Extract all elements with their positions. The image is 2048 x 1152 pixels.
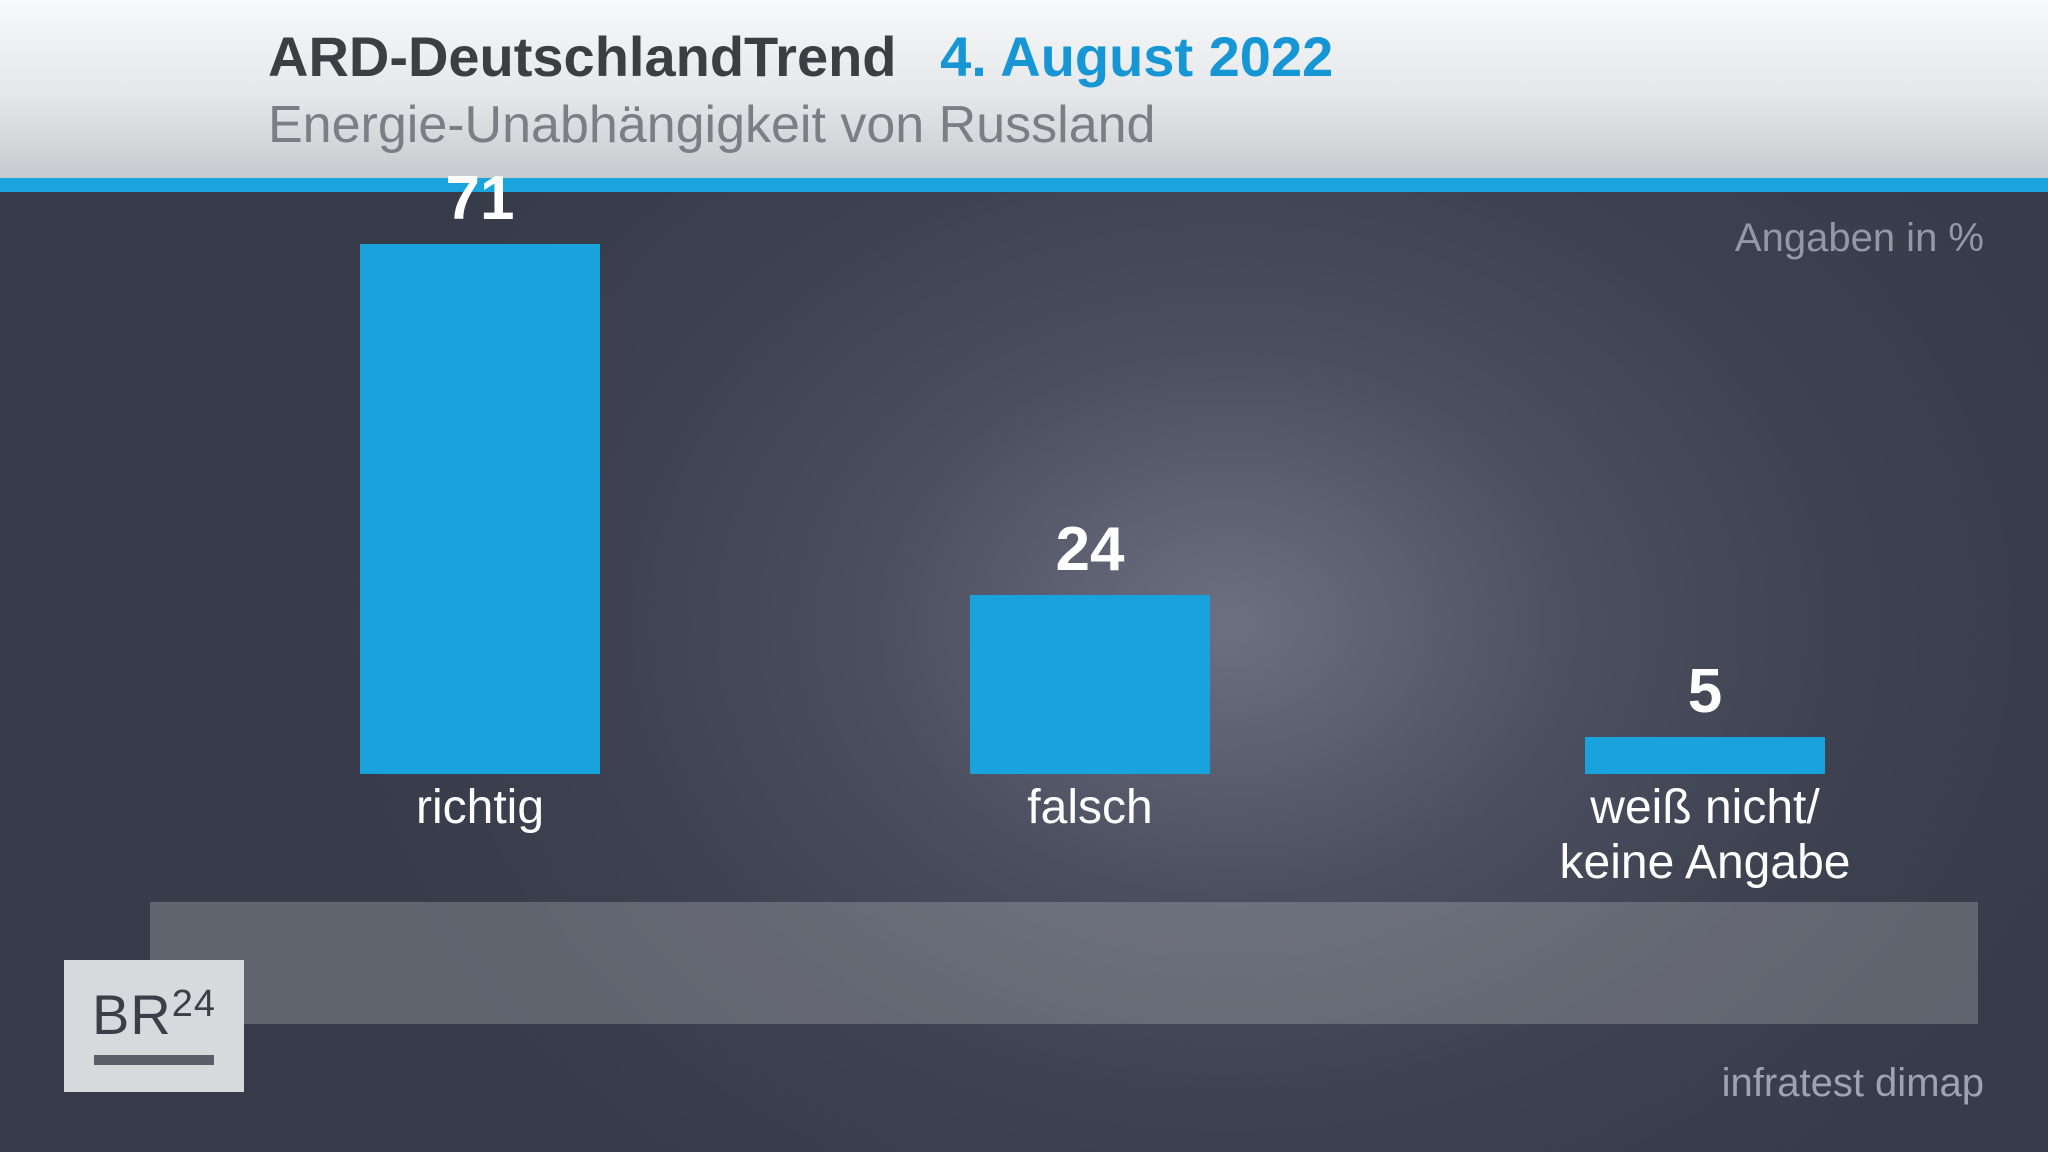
bar-label: falsch xyxy=(880,780,1300,835)
bar-value: 5 xyxy=(1585,656,1825,727)
survey-title: ARD-DeutschlandTrend xyxy=(268,25,897,88)
unit-label: Angaben in % xyxy=(1735,216,1984,261)
header-line-1: ARD-DeutschlandTrend 4. August 2022 xyxy=(268,24,2048,89)
logo-text: BR24 xyxy=(92,987,216,1043)
logo-underline xyxy=(94,1055,214,1065)
bar-group: 71richtig24falsch5weiß nicht/keine Angab… xyxy=(150,292,1978,1024)
accent-strip xyxy=(0,178,2048,192)
bar-value: 71 xyxy=(360,163,600,234)
logo-sup: 24 xyxy=(172,983,216,1025)
bar-label: richtig xyxy=(270,780,690,835)
br24-logo: BR24 xyxy=(64,960,244,1092)
survey-subtitle: Energie-Unabhängigkeit von Russland xyxy=(268,95,2048,155)
bar-rect xyxy=(1585,737,1825,774)
bar-label: weiß nicht/keine Angabe xyxy=(1495,780,1915,890)
chart-root: ARD-DeutschlandTrend 4. August 2022 Ener… xyxy=(0,0,2048,1152)
logo-main: BR xyxy=(92,983,172,1046)
source-label: infratest dimap xyxy=(1722,1061,1984,1106)
bar-rect xyxy=(360,244,600,774)
header-band: ARD-DeutschlandTrend 4. August 2022 Ener… xyxy=(0,0,2048,178)
survey-date: 4. August 2022 xyxy=(940,25,1333,88)
chart-panel: Angaben in % 71richtig24falsch5weiß nich… xyxy=(0,192,2048,1152)
bar-value: 24 xyxy=(970,514,1210,585)
bar-rect xyxy=(970,595,1210,774)
